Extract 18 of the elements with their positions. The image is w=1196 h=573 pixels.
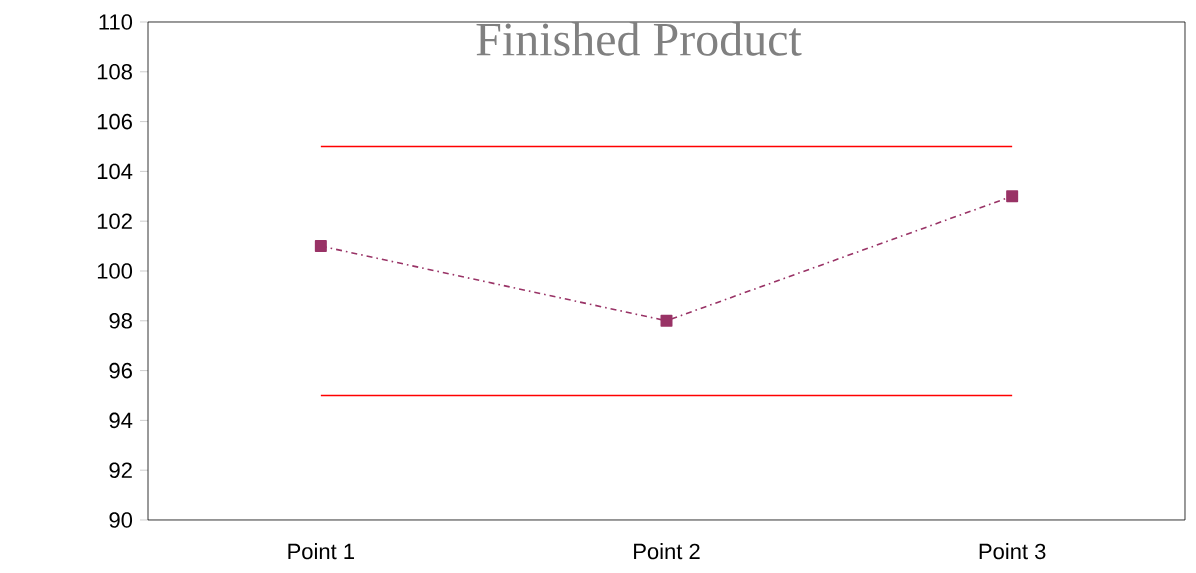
point <box>660 314 673 327</box>
y-tick-label: 110 <box>99 14 133 30</box>
y-tick-label: 104 <box>97 163 133 180</box>
y-tick-label: 94 <box>109 412 133 429</box>
y-tick-label: 90 <box>109 512 133 528</box>
y-tick-label: 100 <box>97 263 133 279</box>
y-tick-label: 96 <box>109 362 132 379</box>
y-tick-label: 92 <box>109 462 132 478</box>
chart-title: Finished Product <box>476 22 802 56</box>
x-tick-label: Point 2 <box>634 543 700 560</box>
y-tick-label: 98 <box>109 313 132 329</box>
x-tick-label: Point 1 <box>288 543 354 560</box>
y-tick-label: 108 <box>97 64 132 80</box>
x-tick-label: Point 3 <box>979 543 1046 560</box>
point <box>314 240 327 253</box>
point <box>1006 190 1019 203</box>
y-tick-label: 106 <box>97 113 132 130</box>
y-tick-label: 102 <box>97 213 132 229</box>
